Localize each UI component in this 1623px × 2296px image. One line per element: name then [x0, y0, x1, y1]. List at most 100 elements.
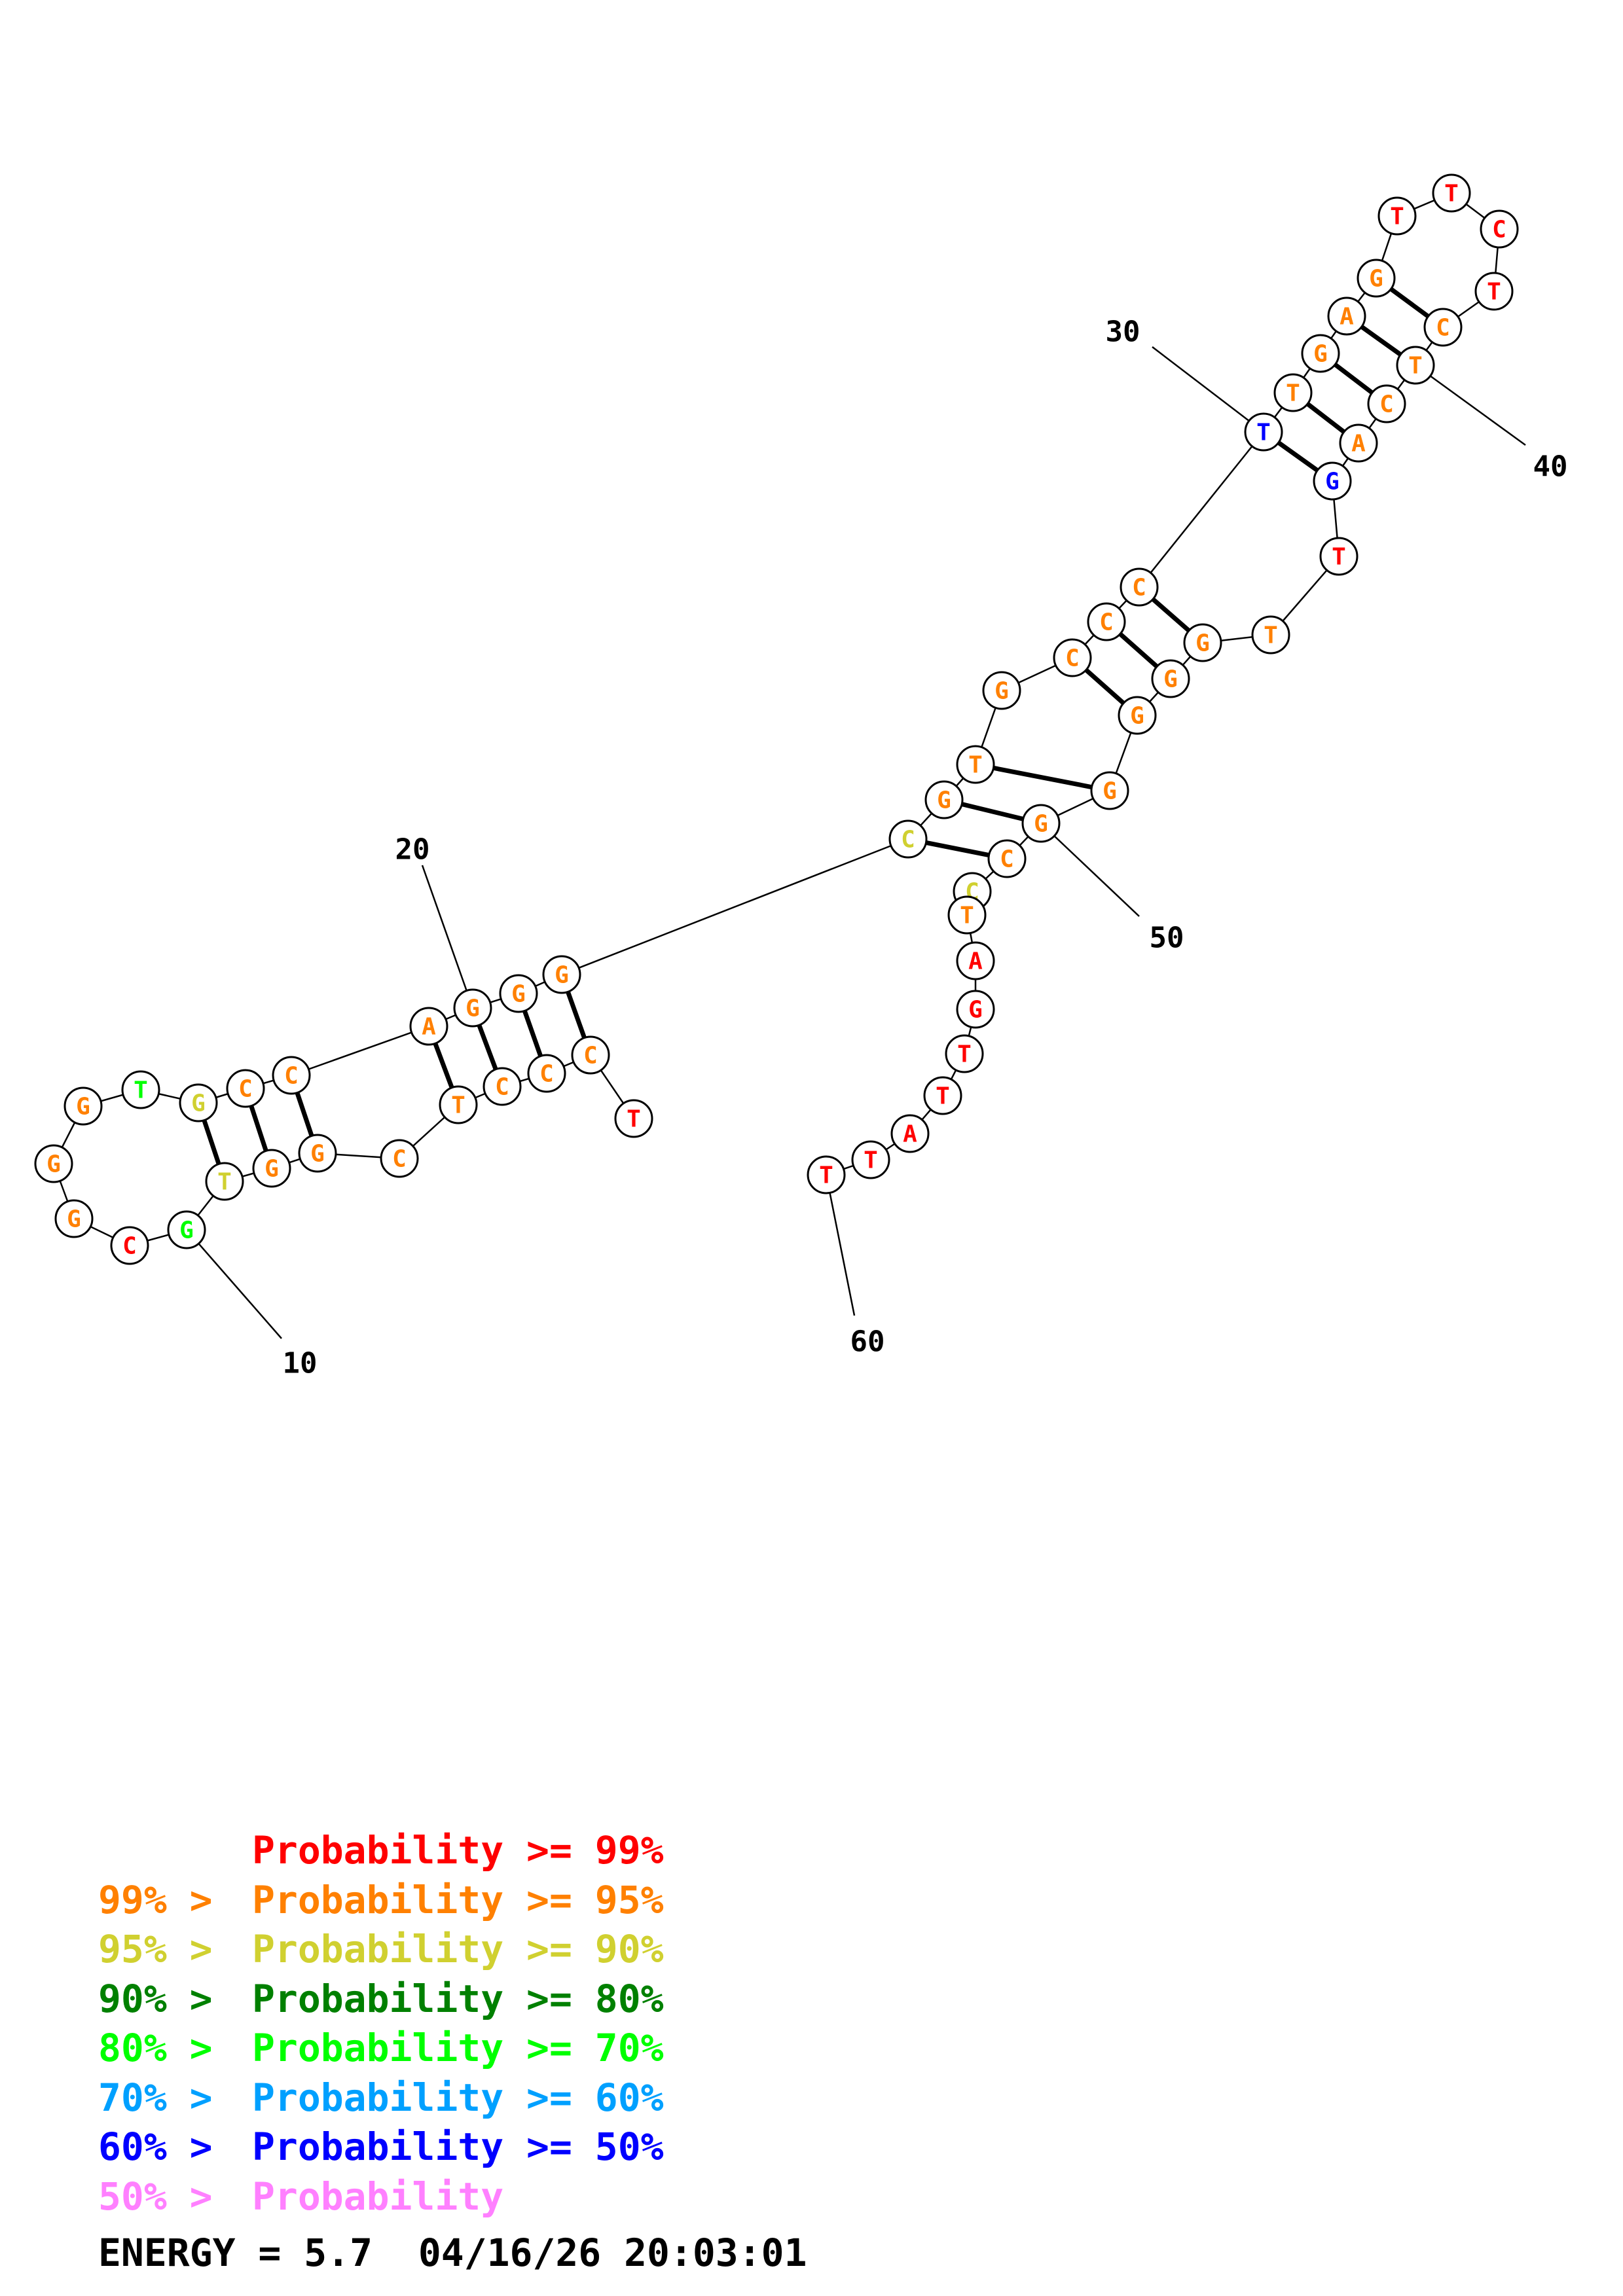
nucleotide-circle [945, 1034, 984, 1073]
legend-entry: Probability >= 99% [98, 1826, 664, 1876]
nucleotide: T [956, 745, 995, 784]
nucleotide: G [179, 1083, 218, 1122]
nucleotide-base: C [539, 1061, 554, 1088]
nucleotide-circle [890, 1114, 930, 1153]
nucleotide-base: G [76, 1094, 90, 1121]
nucleotide-base: G [1034, 811, 1048, 838]
legend-label: Probability >= 50% [252, 2125, 664, 2169]
nucleotide-circle [1273, 373, 1313, 412]
base-pair-bond [1118, 632, 1159, 669]
nucleotide-base: C [1000, 846, 1014, 873]
nucleotide: T [121, 1070, 160, 1109]
base-pair-bond [959, 802, 1026, 821]
nucleotide-base: G [1325, 469, 1340, 495]
nucleotide-base: T [819, 1162, 833, 1189]
legend-label: Probability >= 60% [252, 2075, 664, 2120]
nucleotide: C [987, 839, 1027, 878]
nucleotide: G [499, 974, 538, 1013]
nucleotide-circle [956, 941, 995, 980]
nucleotide: T [1244, 412, 1283, 452]
nucleotide-circle [167, 1210, 206, 1249]
energy-footer: ENERGY = 5.7 04/16/26 20:03:01 [98, 2231, 807, 2275]
nucleotide: T [807, 1155, 846, 1194]
legend-label: Probability >= 80% [252, 1976, 664, 2021]
nucleotide-base: A [1340, 304, 1354, 331]
nucleotide: A [1339, 423, 1378, 463]
legend-label: Probability [252, 2174, 504, 2219]
nucleotide-circle [110, 1226, 149, 1265]
nucleotide-circle [121, 1070, 160, 1109]
nucleotide-base: C [1379, 391, 1394, 418]
nucleotide: G [1151, 659, 1190, 698]
nucleotide-base: T [134, 1077, 148, 1104]
nucleotide-circle [1120, 567, 1159, 607]
backbone-layer [52, 192, 1501, 1247]
nucleotide-base: T [864, 1147, 878, 1174]
position-tick-layer: 10 20 30 40 50 60 [186, 315, 1567, 1380]
nucleotide: G [1313, 461, 1352, 501]
nucleotide-base: G [1103, 778, 1117, 805]
nucleotide-circle [888, 819, 928, 859]
nucleotide-base: T [936, 1083, 950, 1110]
nucleotide-base: A [903, 1121, 917, 1148]
nucleotide-base: G [191, 1090, 206, 1117]
legend-threshold: 50% > [98, 2174, 213, 2219]
nucleotide-circle [1301, 334, 1340, 373]
legend-entry: 95% > Probability >= 90% [98, 1925, 664, 1975]
nucleotide-circle [1327, 296, 1366, 336]
probability-legend: Probability >= 99% 99% > Probability >= 95… [98, 1826, 664, 2221]
nucleotide-circle [439, 1085, 478, 1124]
nucleotide-circle [499, 974, 538, 1013]
nucleotide: T [1474, 272, 1514, 311]
nucleotide-base: C [901, 827, 915, 853]
nucleotide-base: A [422, 1014, 436, 1041]
nucleotide-base: G [1195, 630, 1210, 657]
nucleotide: C [226, 1069, 265, 1108]
legend-entry: 90% > Probability >= 80% [98, 1975, 664, 2024]
nucleotide-base: T [451, 1092, 465, 1119]
nucleotide: C [1367, 384, 1406, 423]
nucleotide: C [888, 819, 928, 859]
nucleotide-circle [1432, 173, 1471, 213]
legend-label: Probability >= 90% [252, 1927, 664, 1971]
nucleotide-circle [409, 1007, 448, 1046]
nucleotide-circle [1377, 196, 1417, 236]
legend-entry: 60% > Probability >= 50% [98, 2123, 664, 2172]
nucleotide-circle [1151, 659, 1190, 698]
nucleotide: T [851, 1140, 890, 1179]
nucleotide-circle [1021, 804, 1061, 843]
nucleotide-circle [483, 1067, 522, 1106]
nucleotide: G [1118, 696, 1157, 735]
base-pair-bond [295, 1090, 314, 1138]
legend-entry: 50% > Probability [98, 2172, 664, 2222]
nucleotide-circle [226, 1069, 265, 1108]
base-pair-bond [249, 1103, 268, 1153]
nucleotide-base: T [1256, 420, 1271, 446]
nucleotide: C [110, 1226, 149, 1265]
nucleotide-circle [54, 1199, 94, 1238]
nucleotide: T [1396, 346, 1435, 385]
base-pair-layer [202, 287, 1431, 1166]
nucleotide-base: C [122, 1233, 137, 1260]
nucleotide: G [1357, 259, 1396, 298]
nucleotide-base: C [1099, 609, 1114, 636]
nucleotide: T [1432, 173, 1471, 213]
base-pair-bond [923, 840, 992, 858]
nucleotide: G [64, 1086, 103, 1126]
nucleotide-circle [205, 1162, 244, 1201]
nucleotide-circle [1423, 308, 1463, 347]
nucleotide: G [1021, 804, 1061, 843]
nucleotide-circle [956, 990, 995, 1029]
nucleotide-circle [453, 988, 492, 1028]
base-pair-bond [1276, 440, 1320, 473]
nucleotide-base: C [495, 1074, 509, 1101]
nucleotide: T [923, 1076, 962, 1115]
nucleotide: T [205, 1162, 244, 1201]
nucleotide-base: C [1065, 645, 1080, 672]
nucleotide-circle [956, 745, 995, 784]
nucleotide-base: G [310, 1141, 325, 1168]
nucleotide: G [453, 988, 492, 1028]
legend-entry: 70% > Probability >= 60% [98, 2073, 664, 2123]
